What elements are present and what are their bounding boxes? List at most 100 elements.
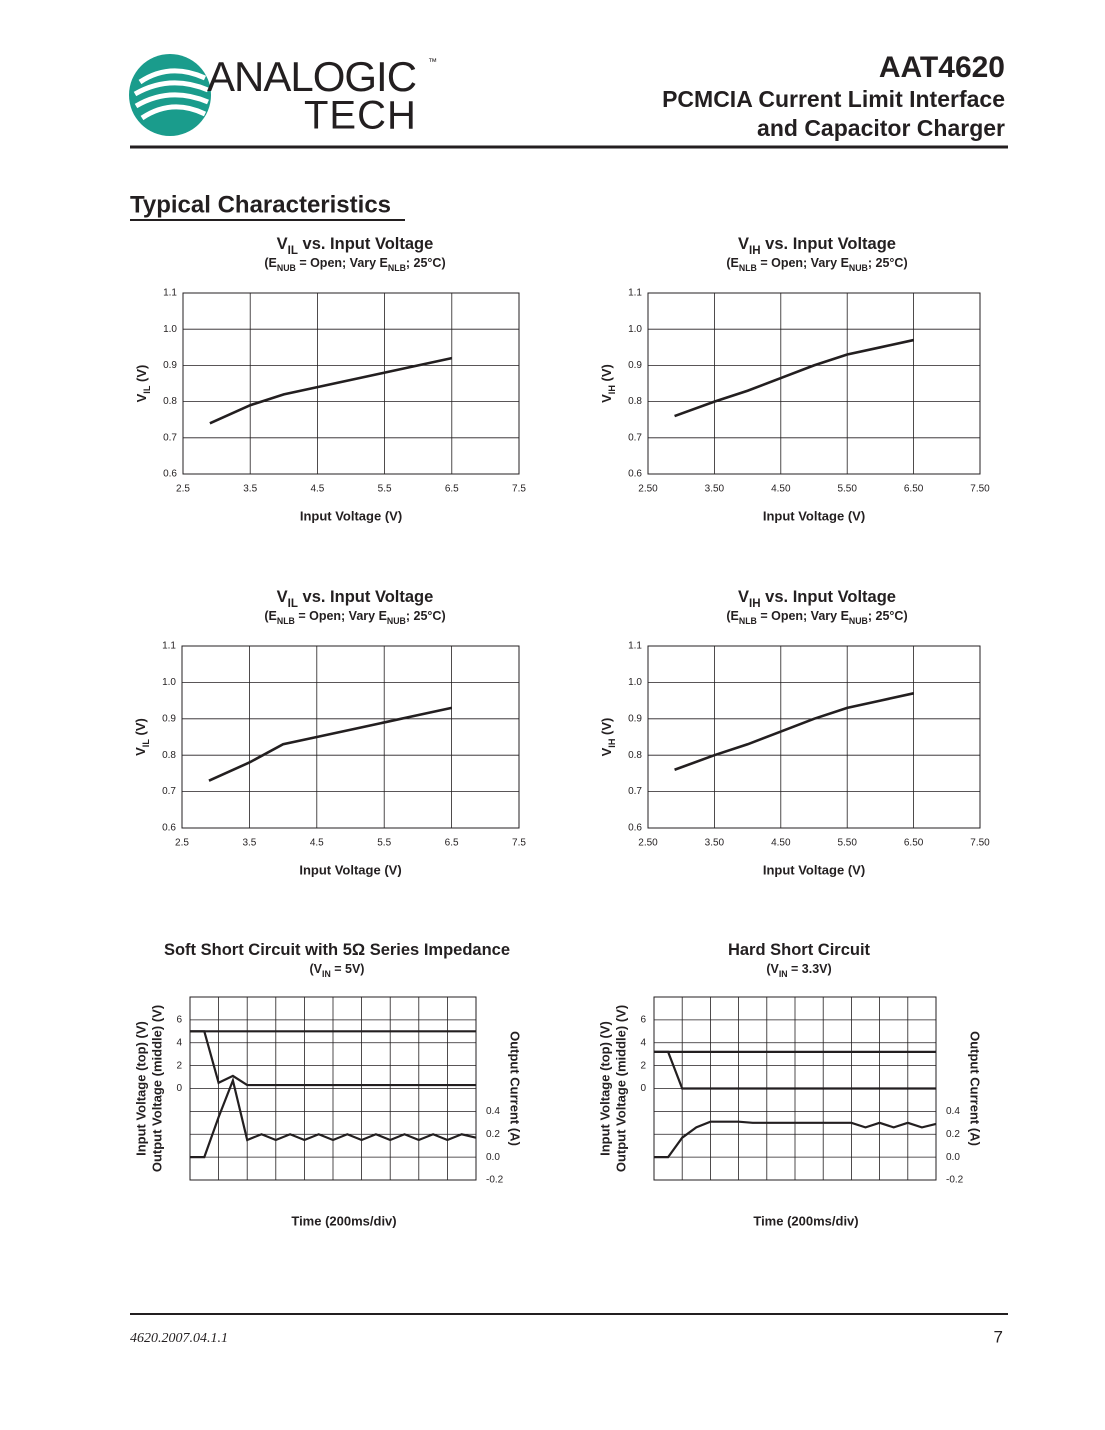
y-axis-label: Output Voltage (middle) (V) [613,1005,628,1172]
y2-tick-label: 0.4 [946,1106,960,1117]
chart-subtitle-part: = 3.3V) [788,962,832,976]
chart-title-part: IH [749,598,761,610]
y-tick-label: 1.0 [163,324,177,335]
chart-title-part: V [277,588,288,606]
y-tick-label: 1.0 [628,324,642,335]
y-axis-label: VIH (V) [599,364,617,403]
x-tick-label: 7.5 [512,484,526,495]
logo-stripes [133,68,209,121]
y-axis-label-part: V [134,393,149,402]
chart-subtitle: (ENLB = Open; Vary ENUB; 25°C) [726,609,907,626]
y-tick-label: 6 [176,1015,182,1026]
chart-subtitle-part: (V [766,962,779,976]
plot-border [181,645,520,829]
y-axis-label: VIH (V) [599,718,617,757]
x-axis-label: Input Voltage (V) [763,508,865,523]
x-tick-label: 5.5 [378,484,392,495]
chart-title-part: V [277,235,288,253]
y-axis-label-part: (V) [599,718,614,739]
y-tick-label: 1.1 [628,288,642,299]
doc-title: and Capacitor Charger [757,115,1005,141]
data-line [209,356,453,425]
x-tick-label: 2.5 [175,838,189,849]
chart-subtitle-part: IN [322,969,331,979]
chart-title-part: vs. Input Voltage [761,235,896,253]
chart-subtitle-part: (E [264,609,277,623]
y-tick-label: 2 [176,1060,182,1071]
chart-title: VIL vs. Input Voltage [277,588,434,610]
chart-title: VIH vs. Input Voltage [738,235,896,257]
chart-subtitle: (VIN = 5V) [310,962,365,979]
chart-subtitle-part: NLB [388,263,406,273]
y-axis-label: Input Voltage (top) (V) [597,1021,612,1156]
chart-title-part: vs. Input Voltage [298,588,433,606]
plot-border [647,292,981,475]
y-tick-label: 0.8 [628,750,642,761]
y-tick-label: 0.6 [162,823,176,834]
x-tick-label: 2.50 [638,484,658,495]
y-tick-label: 0.8 [628,396,642,407]
x-tick-label: 4.5 [310,484,324,495]
y-tick-label: 1.1 [163,288,177,299]
plot-border [647,645,981,829]
footer-doc-id: 4620.2007.04.1.1 [130,1331,228,1346]
y-axis-label-part: (V) [133,718,148,739]
chart-subtitle-part: = Open; Vary E [295,609,387,623]
chart-subtitle-part: ; 25°C) [406,609,446,623]
x-tick-label: 5.50 [837,484,857,495]
y-tick-label: 0.8 [162,750,176,761]
chart-subtitle-part: = Open; Vary E [757,609,849,623]
chart-subtitle-part: NUB [849,616,868,626]
y-axis-label: Output Voltage (middle) (V) [149,1005,164,1172]
x-tick-label: 5.5 [377,838,391,849]
y-tick-label: 1.1 [628,641,642,652]
chart-subtitle-part: (E [726,609,739,623]
x-tick-label: 7.50 [970,484,990,495]
x-tick-label: 3.5 [242,838,256,849]
x-tick-label: 3.50 [705,484,725,495]
y-tick-label: 0.7 [163,432,177,443]
chart-subtitle-part: IN [779,969,788,979]
y-axis-label-part: (V) [134,365,149,386]
chart-subtitle: (VIN = 3.3V) [766,962,831,979]
y2-tick-label: 0.0 [486,1152,500,1163]
chart-title-part: Hard Short Circuit [728,941,871,959]
y-tick-label: 4 [640,1037,646,1048]
y-axis-label-part: IH [607,739,617,748]
data-line [208,706,452,782]
y-axis-label-part: V [599,747,614,756]
chart-subtitle-part: NLB [739,263,757,273]
x-tick-label: 6.5 [445,484,459,495]
y-tick-label: 0.9 [163,360,177,371]
y-axis-label-part: V [599,394,614,403]
y-axis-label-part: IL [142,385,152,394]
chart-title-part: Soft Short Circuit with 5Ω Series Impeda… [164,941,510,959]
y-tick-label: 1.0 [628,677,642,688]
y-axis-label-part: IH [607,385,617,394]
chart-subtitle-part: NUB [849,263,868,273]
chart-subtitle-part: ; 25°C) [868,256,908,270]
y-tick-label: 4 [176,1037,182,1048]
logo-top: ANALOGIC [207,53,416,100]
chart-title-part: V [738,588,749,606]
x-tick-label: 2.50 [638,838,658,849]
y-axis-label-part: IL [141,739,151,748]
x-tick-label: 5.50 [837,838,857,849]
chart-title-part: vs. Input Voltage [298,235,433,253]
y2-tick-label: -0.2 [946,1175,964,1186]
y2-axis-label: Output Current (A) [968,1031,983,1146]
y2-axis-label: Output Current (A) [508,1031,523,1146]
y2-tick-label: 0.0 [946,1152,960,1163]
x-tick-label: 2.5 [176,484,190,495]
y-tick-label: 1.0 [162,677,176,688]
chart-subtitle-part: = 5V) [331,962,365,976]
data-line [674,338,914,418]
x-tick-label: 3.5 [243,484,257,495]
chart-subtitle-part: NUB [277,263,296,273]
chart-title-part: IH [749,245,761,257]
y-axis-label: Input Voltage (top) (V) [133,1021,148,1156]
chart-title-part: IL [288,598,298,610]
y-tick-label: 0 [176,1083,182,1094]
scope-trace [190,1076,477,1159]
